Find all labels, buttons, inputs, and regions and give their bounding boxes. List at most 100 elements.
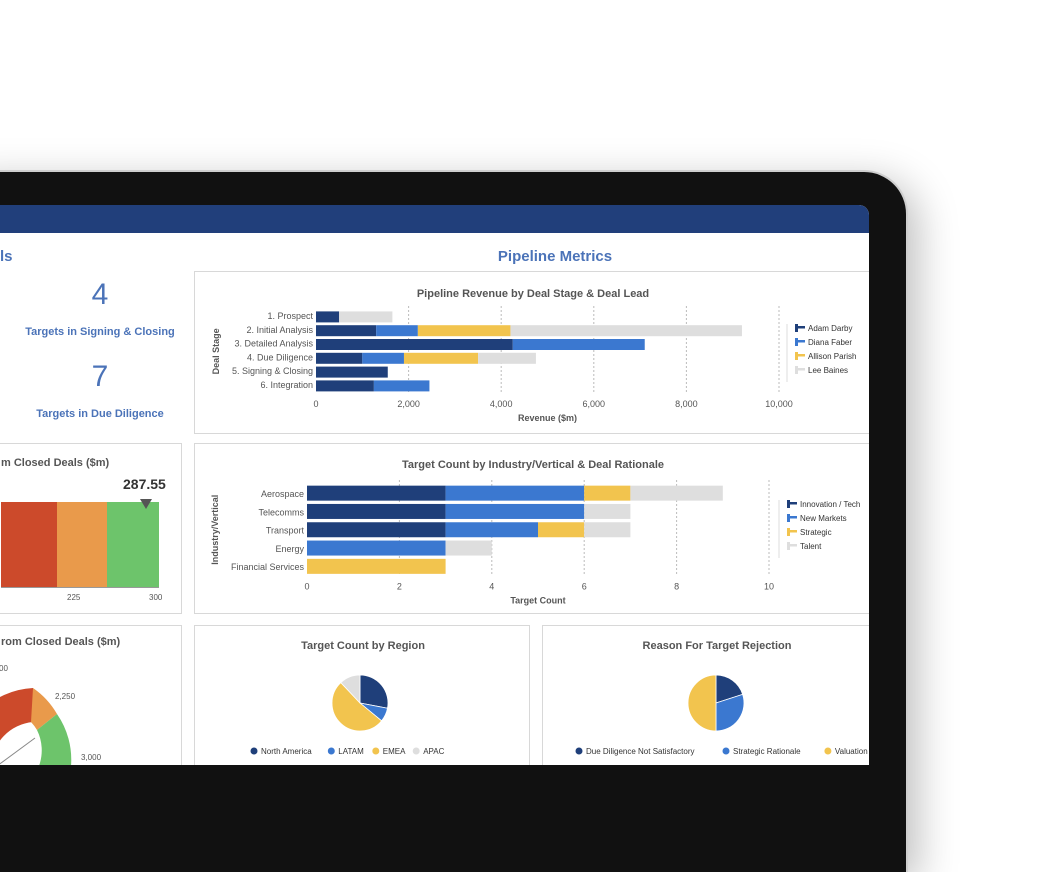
- pie-slice: [340, 674, 361, 705]
- y-tick-label: 4. Due Diligence: [247, 352, 313, 362]
- x-tick-label: 4,000: [490, 399, 513, 409]
- bar-segment: [376, 325, 418, 337]
- pie-slice: [359, 674, 389, 709]
- legend-label: New Markets: [800, 514, 847, 523]
- legend-swatch-icon: [795, 324, 798, 332]
- legend-swatch-icon: [795, 338, 798, 346]
- region-pie: North America LATAM EMEA APAC: [250, 674, 445, 756]
- bar-segment: [339, 311, 393, 323]
- chart-title: Target Count by Region: [301, 640, 425, 652]
- gauge-band-orange: [31, 688, 57, 730]
- y-tick-label: 5. Signing & Closing: [232, 366, 313, 376]
- legend-swatch-icon: [795, 366, 798, 374]
- y-tick-label: 3. Detailed Analysis: [234, 339, 313, 349]
- legend-label: Diana Faber: [808, 338, 852, 347]
- bullet-axis: [1, 587, 159, 588]
- legend-swatch-icon: [250, 747, 258, 755]
- legend-swatch-icon: [795, 352, 798, 360]
- legend-swatch-icon: [372, 747, 380, 755]
- legend-label: Valuation: [835, 747, 868, 756]
- legend-swatch-icon: [798, 368, 805, 371]
- x-tick-label: 2,000: [397, 399, 420, 409]
- bar-segment: [316, 380, 374, 392]
- legend-label: LATAM: [338, 747, 364, 756]
- y-axis-title: Deal Stage: [211, 328, 221, 374]
- bar-segment: [417, 325, 511, 337]
- chart-title: Reason For Target Rejection: [642, 640, 792, 652]
- rejection-panel: Reason For Target Rejection Due Diligenc…: [542, 625, 869, 765]
- section-title: Pipeline Metrics: [497, 248, 613, 265]
- bullet-band-red: [1, 502, 57, 587]
- legend-swatch-icon: [798, 326, 805, 329]
- closed-deals-bullet-panel: m Closed Deals ($m) 287.55 225 300: [0, 443, 182, 614]
- legend-swatch-icon: [575, 747, 583, 755]
- bar-segment: [373, 380, 430, 392]
- pipeline-revenue-panel: Pipeline Revenue by Deal Stage & Deal Le…: [194, 271, 869, 434]
- legend-label: Allison Parish: [808, 352, 856, 361]
- kpi-signing-label: Targets in Signing & Closing: [25, 326, 175, 338]
- legend-swatch-icon: [790, 530, 797, 533]
- x-tick-label: 0: [313, 399, 318, 409]
- y-tick-label: 6. Integration: [260, 380, 313, 390]
- bar-segment: [445, 485, 585, 501]
- x-tick-label: 2: [397, 582, 402, 592]
- industry-chart: 0 2 4 6 8 10 Aerospace Telecomms Transport Energy…: [210, 480, 860, 606]
- legend-swatch-icon: [787, 528, 790, 536]
- legend-label: EMEA: [383, 747, 406, 756]
- bar-segment: [445, 522, 538, 538]
- legend-label: Adam Darby: [808, 324, 852, 333]
- x-tick-label: 4: [489, 582, 494, 592]
- y-tick-label: Telecomms: [258, 507, 304, 517]
- bar-segment: [510, 325, 742, 337]
- pie-slice: [331, 682, 383, 732]
- gauge-band-red: [0, 688, 33, 741]
- bar-segment: [316, 311, 340, 323]
- industry-panel: Target Count by Industry/Vertical & Deal…: [194, 443, 869, 614]
- bar-segment: [316, 325, 377, 337]
- bullet-band-green: [107, 502, 159, 587]
- legend-swatch-icon: [787, 514, 790, 522]
- legend-label: North America: [261, 747, 312, 756]
- x-tick-label: 6,000: [583, 399, 606, 409]
- kpi-signing-value: 4: [91, 278, 109, 311]
- gauge-label: 3,000: [81, 753, 102, 762]
- bar-segment: [307, 558, 446, 574]
- legend-swatch-icon: [790, 544, 797, 547]
- bullet-value: 287.55: [123, 476, 166, 492]
- bullet-tick: 225: [67, 593, 81, 602]
- x-axis-title: Target Count: [510, 596, 565, 606]
- bar-segment: [316, 352, 363, 364]
- bullet-band-orange: [57, 502, 107, 587]
- bar-segment: [316, 366, 388, 378]
- bar-segment: [584, 485, 631, 501]
- y-tick-label: Energy: [275, 544, 304, 554]
- bullet-tick: 300: [149, 593, 163, 602]
- left-section-title: ls: [0, 248, 13, 265]
- pie-slice: [715, 693, 745, 732]
- bar-segment: [538, 522, 585, 538]
- bar-segment: [445, 540, 492, 556]
- chart-title: Target Count by Industry/Vertical & Deal…: [401, 459, 665, 471]
- x-tick-label: 10,000: [765, 399, 793, 409]
- bar-segment: [307, 503, 446, 519]
- region-panel: Target Count by Region North America LATA…: [194, 625, 530, 765]
- x-tick-label: 6: [582, 582, 587, 592]
- x-tick-label: 8: [674, 582, 679, 592]
- legend-swatch-icon: [327, 747, 335, 755]
- chart-title: Pipeline Revenue by Deal Stage & Deal Le…: [416, 288, 650, 300]
- y-tick-label: 2. Initial Analysis: [246, 325, 313, 335]
- gauge-title: rom Closed Deals ($m): [1, 636, 121, 648]
- y-tick-label: 1. Prospect: [267, 311, 313, 321]
- bar-segment: [307, 540, 446, 556]
- pie-slice: [687, 674, 717, 732]
- y-tick-label: Financial Services: [231, 562, 305, 572]
- legend-swatch-icon: [790, 516, 797, 519]
- dashboard-screen: ls Pipeline Metrics 4 Targets in Signing…: [0, 205, 869, 765]
- y-tick-label: Aerospace: [261, 489, 304, 499]
- legend-label: Innovation / Tech: [800, 500, 860, 509]
- bar-segment: [316, 339, 513, 350]
- bar-segment: [362, 352, 404, 364]
- gauge-needle-outline: [0, 737, 36, 765]
- legend-swatch-icon: [787, 542, 790, 550]
- x-tick-label: 10: [764, 582, 774, 592]
